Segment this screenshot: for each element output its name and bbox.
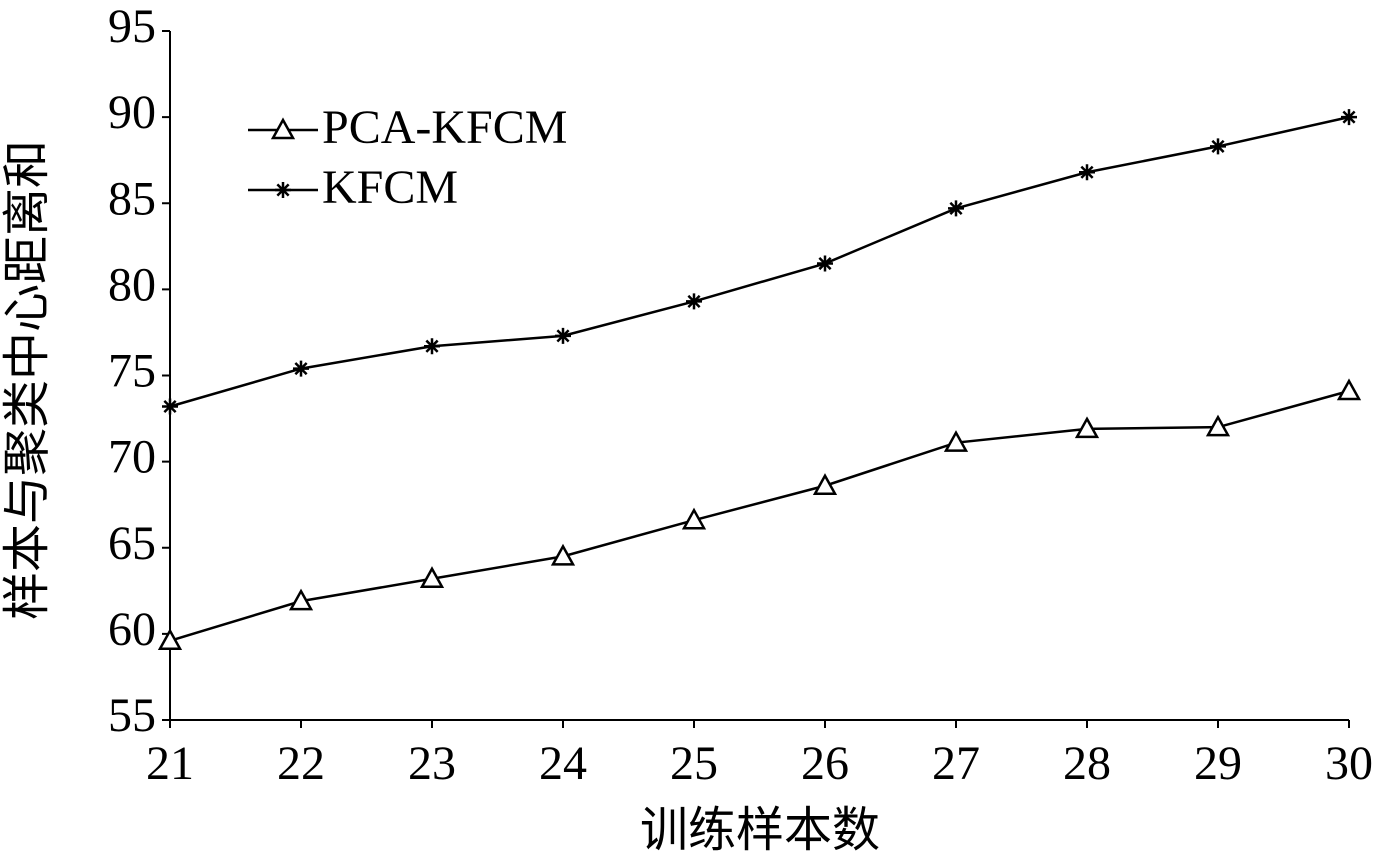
x-tick-label: 21: [146, 737, 194, 790]
x-axis-title: 训练样本数: [640, 804, 880, 857]
marker: [1079, 164, 1095, 181]
marker: [550, 543, 576, 566]
legend-label: KFCM: [322, 161, 458, 214]
marker: [293, 360, 309, 377]
x-tick-label: 29: [1194, 737, 1242, 790]
y-tick-label: 70: [108, 431, 156, 484]
x-tick-label: 24: [539, 737, 587, 790]
marker: [948, 200, 964, 217]
marker: [1210, 138, 1226, 155]
marker: [681, 507, 707, 530]
x-tick-label: 26: [801, 737, 849, 790]
marker: [157, 628, 183, 651]
marker: [270, 117, 296, 140]
marker: [943, 430, 969, 452]
x-tick-label: 23: [408, 737, 456, 790]
legend-label: PCA-KFCM: [322, 101, 567, 154]
x-tick-label: 28: [1063, 737, 1111, 790]
x-tick-label: 25: [670, 737, 718, 790]
x-tick-label: 22: [277, 737, 325, 790]
x-tick-label: 30: [1325, 737, 1373, 790]
series-line: [169, 389, 1350, 642]
marker: [1336, 378, 1362, 401]
y-axis-title: 样本与聚类中心距离和: [1, 140, 54, 620]
y-tick-label: 85: [108, 172, 156, 225]
y-tick-label: 65: [108, 517, 156, 570]
y-tick-label: 55: [108, 689, 156, 742]
marker: [288, 588, 314, 611]
marker: [275, 182, 291, 198]
x-tick-label: 27: [932, 737, 980, 790]
y-tick-label: 95: [108, 0, 156, 53]
marker: [812, 473, 838, 495]
marker: [817, 255, 833, 272]
marker: [555, 327, 571, 344]
y-tick-label: 75: [108, 345, 156, 398]
marker: [1074, 416, 1100, 439]
marker: [1341, 109, 1357, 126]
y-tick-label: 90: [108, 86, 156, 139]
marker: [162, 398, 178, 415]
marker: [686, 293, 702, 310]
y-tick-label: 80: [108, 258, 156, 311]
marker: [424, 338, 440, 355]
y-tick-label: 60: [108, 603, 156, 656]
marker: [419, 566, 445, 589]
series-line: [169, 115, 1350, 408]
marker: [1205, 414, 1231, 437]
